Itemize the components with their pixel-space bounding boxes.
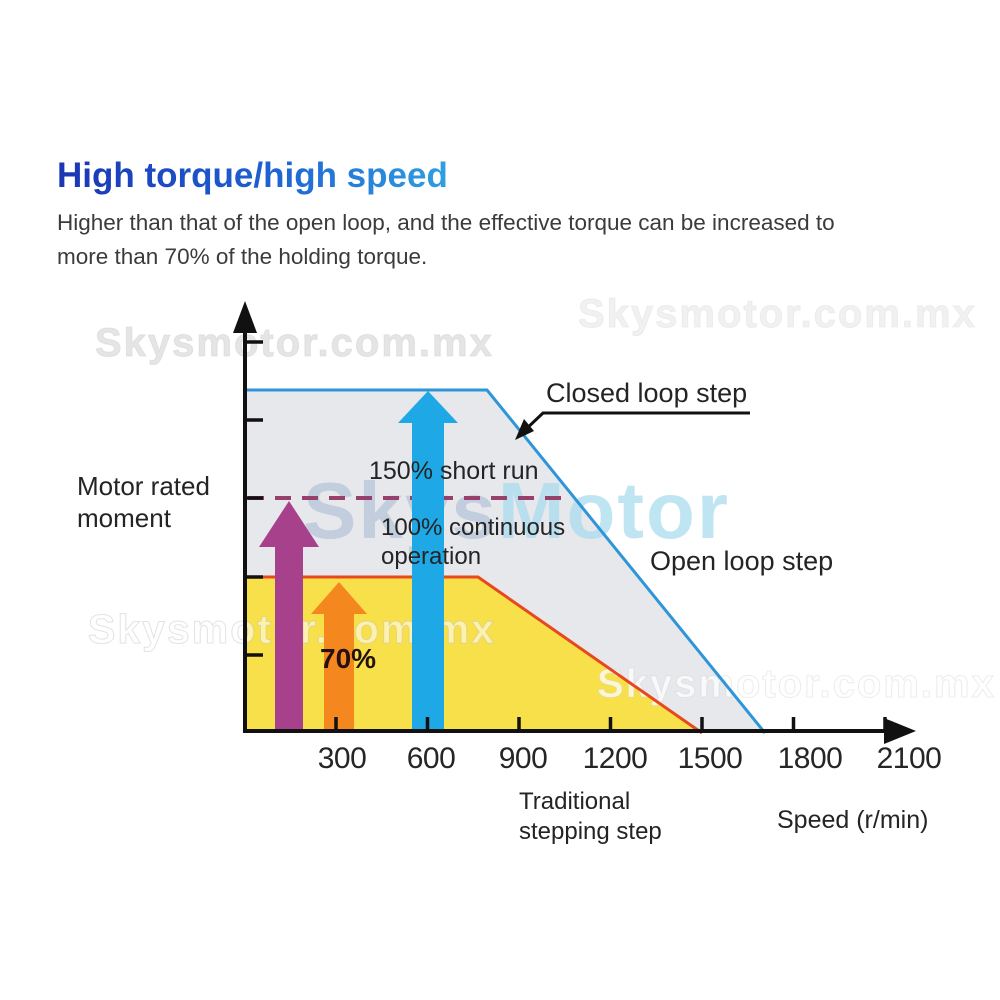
page-description: Higher than that of the open loop, and t… — [57, 210, 835, 269]
x-tick-label-600: 600 — [406, 742, 456, 775]
x-axis-unit-label: Speed (r/min) — [777, 806, 929, 834]
x-axis-arrowhead-icon — [884, 718, 916, 744]
x-tick-label-1200: 1200 — [582, 742, 648, 775]
open-loop-curve — [245, 575, 703, 735]
watermark-center-part1: Skys — [303, 466, 498, 555]
closed-loop-label: Closed loop step — [546, 378, 748, 408]
x-tick-label-1800: 1800 — [777, 742, 843, 775]
short-run-annotation: 150% short run — [369, 457, 539, 485]
watermark-center-skysmotor: SkysMotor — [303, 466, 730, 555]
open-loop-region — [245, 577, 702, 733]
watermark-center-part2: Motor — [498, 466, 730, 555]
x-axis-ticks — [334, 717, 887, 731]
closed-loop-leader-line — [521, 411, 750, 434]
seventy-percent-annotation: 70% — [320, 643, 377, 674]
x-tick-label-1500: 1500 — [677, 742, 743, 775]
open-loop-70pct-arrow — [311, 582, 367, 733]
y-axis-label: Motor rated moment — [77, 471, 210, 533]
x-tick-label-900: 900 — [498, 742, 548, 775]
y-axis-arrowhead-icon — [233, 301, 257, 333]
page-title: High torque/high speed — [57, 156, 448, 195]
traditional-stepping-label: Traditional stepping step — [519, 788, 662, 845]
open-loop-label: Open loop step — [650, 546, 834, 576]
x-tick-label-2100: 2100 — [876, 742, 942, 775]
continuous-operation-annotation: 100% continuous operation — [381, 514, 566, 570]
x-tick-label-300: 300 — [317, 742, 367, 775]
rated-moment-arrow — [259, 501, 319, 733]
closed-loop-150pct-arrow — [398, 391, 458, 733]
closed-loop-curve — [245, 388, 767, 734]
closed-loop-leader-arrowhead-icon — [515, 419, 534, 440]
watermark-top-right: Skysmotor.com.mx — [578, 292, 977, 336]
watermark-bottom-right: Skysmotor.com.mx — [597, 662, 996, 706]
y-axis-ticks — [245, 340, 263, 657]
watermark-top-left: Skysmotor.com.mx — [95, 321, 494, 365]
